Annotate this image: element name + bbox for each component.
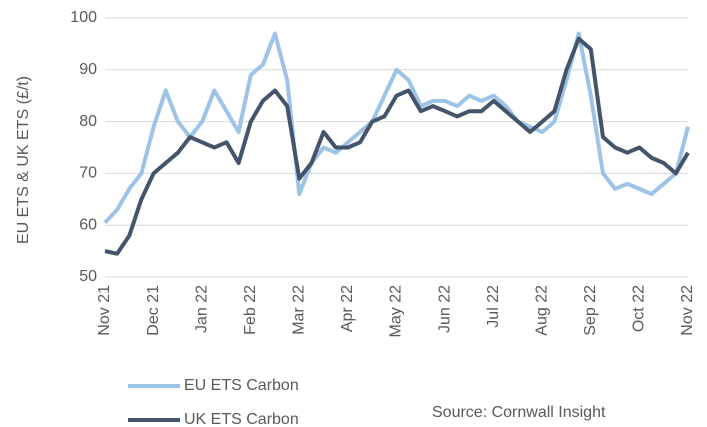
x-tick-label: Feb 22 [242,285,259,335]
x-tick-label: May 22 [388,285,405,338]
y-tick-label: 70 [79,165,97,182]
y-tick-label: 50 [79,268,97,285]
y-tick-label: 60 [79,216,97,233]
x-tick-label: Sep 22 [582,285,599,336]
x-tick-label: Dec 21 [145,285,162,336]
series-line [104,36,690,256]
y-tick-label: 100 [70,9,97,26]
series-line [103,31,690,224]
source-note: Source: Cornwall Insight [432,404,606,421]
x-tick-label: Nov 21 [96,285,113,336]
x-tick-label: Jul 22 [485,285,502,328]
x-tick-label: Mar 22 [291,285,308,335]
y-axis-label: EU ETS & UK ETS (£/t) [15,76,32,244]
legend-label: UK ETS Carbon [184,411,299,427]
y-tick-label: 80 [79,113,97,130]
x-tick-label: Oct 22 [631,285,648,332]
y-tick-label: 90 [79,61,97,78]
x-tick-label: Nov 22 [679,285,696,336]
x-tick-label: Aug 22 [533,285,550,336]
legend-label: EU ETS Carbon [184,377,299,394]
x-tick-label: Jun 22 [436,285,453,333]
x-tick-label: Jan 22 [193,285,210,333]
x-tick-label: Apr 22 [339,285,356,332]
